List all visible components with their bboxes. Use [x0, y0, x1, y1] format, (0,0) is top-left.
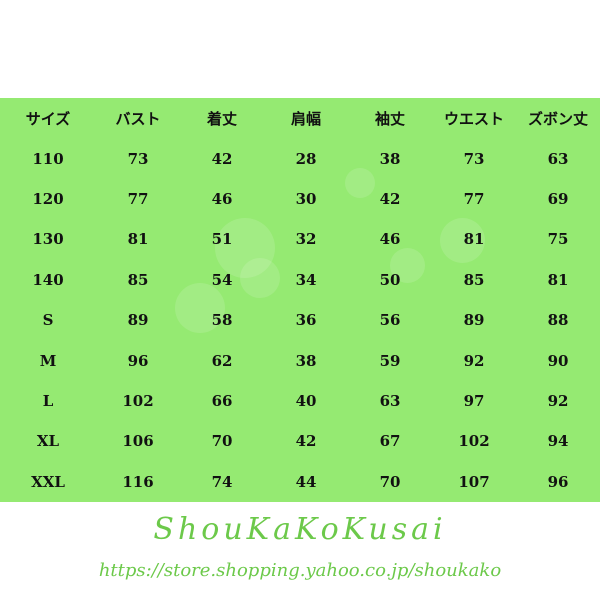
measurement-cell: 62 — [211, 351, 233, 370]
header-sleeve: 袖丈 — [374, 109, 405, 128]
measurement-cell: 70 — [211, 432, 233, 451]
measurement-cell: 102 — [122, 391, 154, 410]
measurement-cell: 92 — [463, 351, 485, 370]
measurement-cell: 70 — [379, 472, 401, 491]
size-table: サイズ バスト 着丈 肩幅 袖丈 ウエスト ズボン丈 110 73 42 28 38 73… — [0, 98, 600, 502]
url-watermark: https://store.shopping.yahoo.co.jp/shouk… — [98, 560, 502, 581]
measurement-cell: 88 — [547, 311, 569, 330]
measurement-cell: 58 — [211, 311, 233, 330]
measurement-cell: 63 — [379, 391, 401, 410]
measurement-cell: 81 — [547, 270, 569, 289]
measurement-cell: 50 — [379, 270, 401, 289]
table-row: 120 77 46 30 42 77 69 — [0, 179, 600, 219]
measurement-cell: 38 — [379, 149, 401, 168]
bubble-decoration — [175, 283, 225, 333]
table-row: M 96 62 38 59 92 90 — [0, 340, 600, 380]
table-row: XL 106 70 42 67 102 94 — [0, 421, 600, 461]
table-row: 140 85 54 34 50 85 81 — [0, 260, 600, 300]
measurement-cell: 96 — [547, 472, 569, 491]
header-pants-length: ズボン丈 — [527, 109, 588, 128]
measurement-cell: 32 — [295, 230, 317, 249]
measurement-cell: 42 — [295, 432, 317, 451]
measurement-cell: 67 — [379, 432, 401, 451]
measurement-cell: 42 — [379, 189, 401, 208]
measurement-cell: 77 — [127, 189, 149, 208]
measurement-cell: 42 — [211, 149, 233, 168]
size-label-cell: XL — [36, 432, 60, 451]
measurement-cell: 92 — [547, 391, 569, 410]
table-row: S 89 58 36 56 89 88 — [0, 300, 600, 340]
header-size: サイズ — [25, 109, 71, 128]
size-label-cell: XXL — [31, 472, 65, 491]
measurement-cell: 89 — [463, 311, 485, 330]
size-label-cell: M — [39, 351, 57, 370]
size-label-cell: S — [42, 311, 54, 330]
measurement-cell: 66 — [211, 391, 233, 410]
brand-watermark: ShouKaKoKusai — [153, 512, 447, 547]
size-label-cell: 140 — [32, 270, 64, 289]
table-row: L 102 66 40 63 97 92 — [0, 381, 600, 421]
measurement-cell: 90 — [547, 351, 569, 370]
measurement-cell: 77 — [463, 189, 485, 208]
measurement-cell: 107 — [458, 472, 490, 491]
size-label-cell: L — [42, 391, 54, 410]
size-label-cell: 110 — [32, 149, 64, 168]
measurement-cell: 69 — [547, 189, 569, 208]
bubble-decoration — [345, 168, 375, 198]
measurement-cell: 85 — [127, 270, 149, 289]
measurement-cell: 56 — [379, 311, 401, 330]
measurement-cell: 106 — [122, 432, 154, 451]
table-row: 110 73 42 28 38 73 63 — [0, 138, 600, 178]
measurement-cell: 34 — [295, 270, 317, 289]
measurement-cell: 30 — [295, 189, 317, 208]
measurement-cell: 73 — [463, 149, 485, 168]
measurement-cell: 74 — [211, 472, 233, 491]
header-shoulder: 肩幅 — [290, 109, 321, 128]
measurement-cell: 96 — [127, 351, 149, 370]
size-label-cell: 130 — [32, 230, 64, 249]
measurement-cell: 28 — [295, 149, 317, 168]
bubble-decoration — [240, 258, 280, 298]
measurement-cell: 36 — [295, 311, 317, 330]
header-waist: ウエスト — [443, 109, 504, 128]
measurement-cell: 54 — [211, 270, 233, 289]
measurement-cell: 89 — [127, 311, 149, 330]
header-length: 着丈 — [206, 109, 237, 128]
header-bust: バスト — [115, 109, 161, 128]
measurement-cell: 81 — [463, 230, 485, 249]
measurement-cell: 94 — [547, 432, 569, 451]
measurement-cell: 73 — [127, 149, 149, 168]
measurement-cell: 63 — [547, 149, 569, 168]
table-row: XXL 116 74 44 70 107 96 — [0, 462, 600, 502]
table-row: 130 81 51 32 46 81 75 — [0, 219, 600, 259]
measurement-cell: 40 — [295, 391, 317, 410]
measurement-cell: 38 — [295, 351, 317, 370]
measurement-cell: 97 — [463, 391, 485, 410]
measurement-cell: 81 — [127, 230, 149, 249]
size-label-cell: 120 — [32, 189, 64, 208]
bubble-decoration — [440, 218, 485, 263]
measurement-cell: 59 — [379, 351, 401, 370]
measurement-cell: 75 — [547, 230, 569, 249]
table-header-row: サイズ バスト 着丈 肩幅 袖丈 ウエスト ズボン丈 — [0, 98, 600, 138]
measurement-cell: 44 — [295, 472, 317, 491]
size-chart-panel: サイズ バスト 着丈 肩幅 袖丈 ウエスト ズボン丈 110 73 42 28 38 73… — [0, 98, 600, 502]
measurement-cell: 46 — [211, 189, 233, 208]
bubble-decoration — [390, 248, 425, 283]
measurement-cell: 116 — [122, 472, 154, 491]
measurement-cell: 85 — [463, 270, 485, 289]
measurement-cell: 51 — [211, 230, 233, 249]
measurement-cell: 102 — [458, 432, 490, 451]
measurement-cell: 46 — [379, 230, 401, 249]
bubble-decoration — [215, 218, 275, 278]
